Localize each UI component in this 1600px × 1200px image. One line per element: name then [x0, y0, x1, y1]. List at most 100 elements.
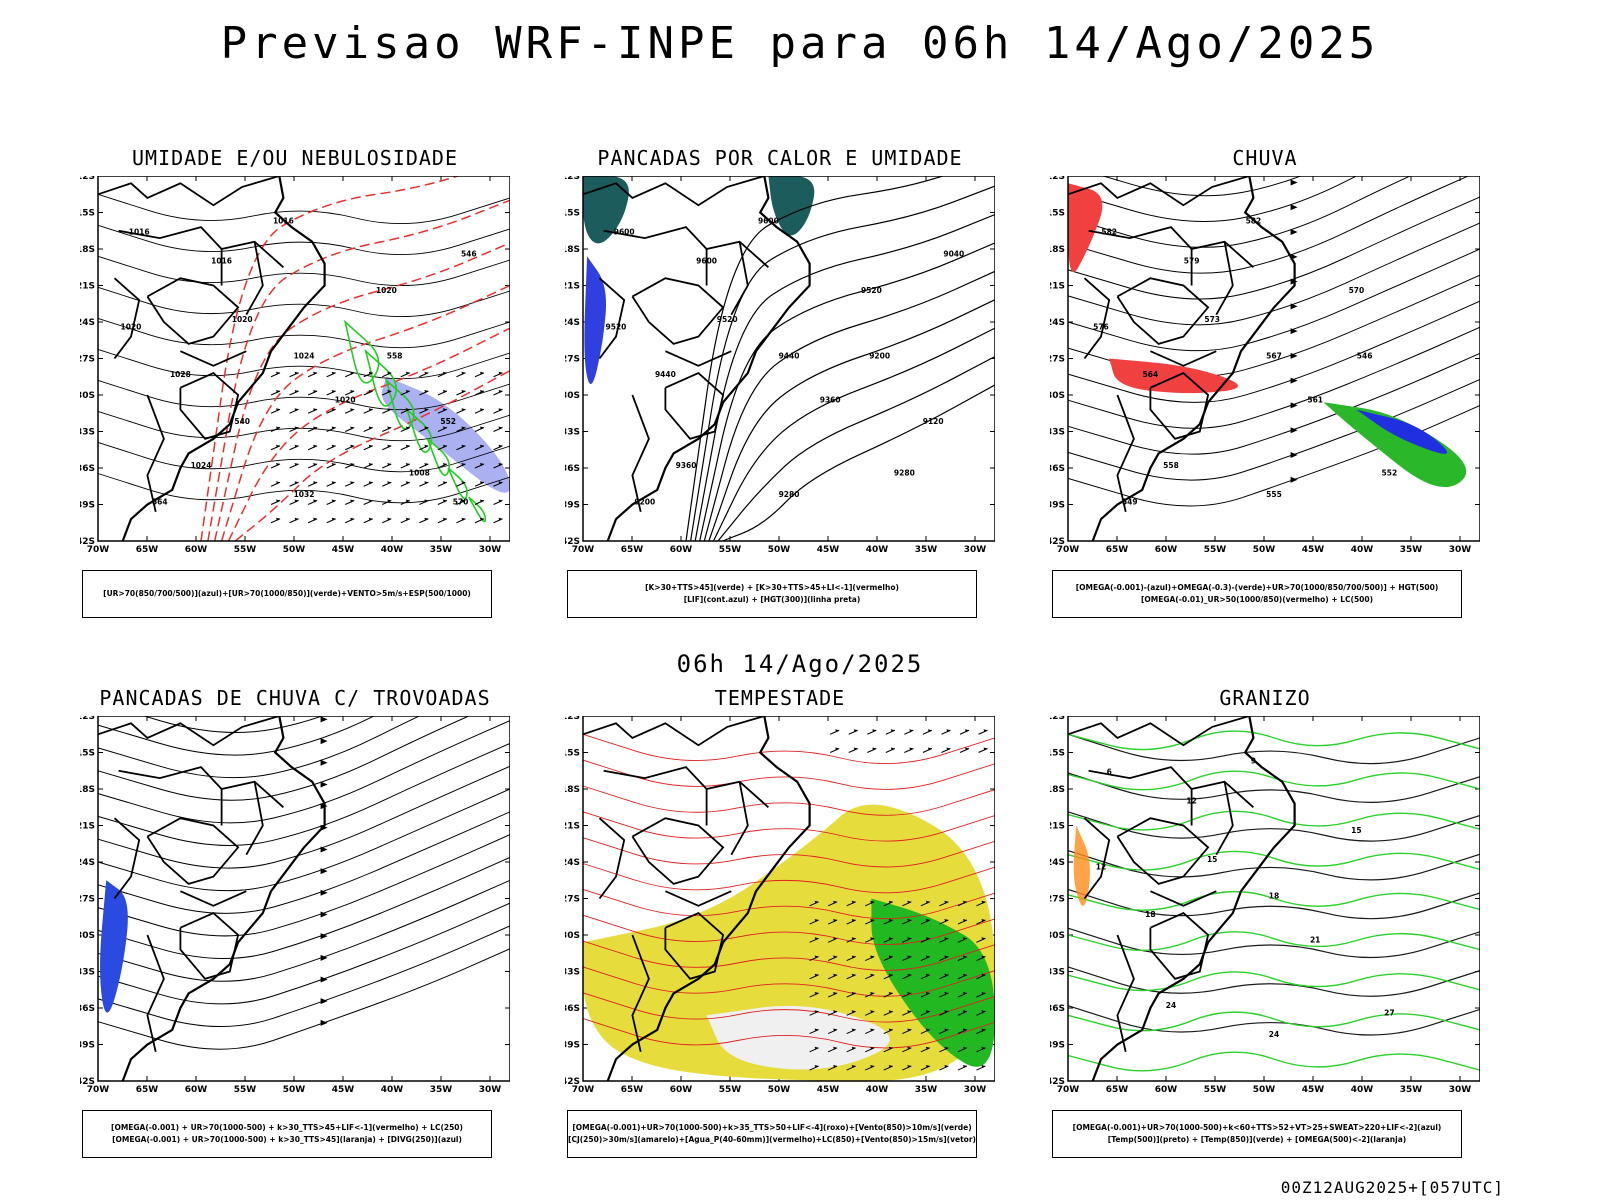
- contour-label: 582: [1246, 216, 1262, 225]
- wind-vector-head: [833, 1028, 838, 1032]
- contour-label: 9120: [923, 417, 944, 426]
- divergence-area-blue: [100, 880, 128, 1013]
- lat-label: 39S: [80, 1041, 95, 1051]
- wind-vector-head: [461, 390, 466, 393]
- state-border: [146, 394, 165, 512]
- contour-label: 9280: [894, 468, 915, 477]
- wind-vector-head: [276, 517, 281, 521]
- lat-label: 39S: [565, 1041, 580, 1051]
- wind-vector-head: [479, 517, 484, 521]
- contour-line: [97, 317, 510, 349]
- wind-vector-head: [944, 1010, 949, 1014]
- lon-label: 50W: [283, 545, 306, 555]
- wind-vector-head: [331, 444, 336, 448]
- lat-label: 24S: [80, 858, 95, 868]
- wind-vector-head: [387, 371, 392, 375]
- contour-label: 1020: [232, 315, 253, 324]
- contour-line: [685, 176, 945, 542]
- wind-vector-head: [461, 371, 466, 375]
- wind-vector-head: [833, 919, 838, 923]
- contour-line: [220, 284, 510, 542]
- contour-line: [1067, 966, 1480, 997]
- wind-vector-head: [925, 1028, 930, 1032]
- lat-label: 33S: [80, 428, 95, 438]
- streamline-arrow: [320, 954, 328, 961]
- contour-label: 9520: [606, 322, 627, 331]
- state-border: [1215, 241, 1234, 316]
- wind-vector-head: [350, 517, 355, 521]
- wind-vector-head: [498, 371, 503, 375]
- contour-label: 9200: [634, 498, 655, 507]
- coastline: [1091, 176, 1296, 542]
- wind-vector-head: [331, 499, 336, 503]
- wind-vector-head: [870, 937, 875, 941]
- state-border: [631, 934, 650, 1052]
- state-border: [1067, 176, 1250, 207]
- contour-label: 546: [1357, 352, 1373, 361]
- wind-vector-head: [405, 499, 410, 503]
- lon-label: 30W: [479, 1085, 502, 1095]
- wind-vector-head: [890, 729, 895, 733]
- contour-line: [699, 242, 995, 542]
- wind-vector-head: [981, 900, 986, 904]
- state-border: [664, 912, 725, 980]
- state-border: [245, 241, 264, 316]
- wind-vector-head: [387, 517, 392, 521]
- map-granizo: 12S 15S 18S 21S 24S 27S 30S 33S 36S 39S 42S70W 65W 6…: [1050, 716, 1480, 1095]
- lat-label: 27S: [1050, 895, 1065, 905]
- lat-label: 21S: [80, 282, 95, 292]
- lat-label: 15S: [80, 209, 95, 219]
- wind-vector-head: [833, 900, 838, 904]
- legend-line: [K>30+TTS>45](verde) + [K>30+TTS>45+LI<-…: [645, 583, 899, 592]
- wind-vector-head: [276, 444, 281, 448]
- streamline: [97, 765, 510, 869]
- contour-label: 9600: [614, 227, 635, 236]
- state-border: [1116, 817, 1210, 885]
- temp850-contour: [1067, 810, 1480, 831]
- coastline: [121, 716, 326, 1082]
- wind-vector-head: [387, 408, 392, 412]
- streamline-arrow: [1290, 204, 1298, 211]
- wind-vector-head: [907, 955, 912, 959]
- temp850-contour: [1067, 1011, 1480, 1032]
- lon-label: 40W: [1351, 545, 1374, 555]
- wind-vector-head: [962, 1046, 967, 1050]
- lon-label: 35W: [915, 545, 938, 555]
- wind-vector-head: [981, 1010, 986, 1014]
- wind-vector-head: [368, 517, 373, 521]
- temp850-contour: [1067, 730, 1480, 751]
- panel-legend: [OMEGA(-0.001)-(azul)+OMEGA(-0.3)-(verde…: [1052, 570, 1462, 618]
- lat-label: 42S: [80, 537, 95, 547]
- lat-label: 36S: [80, 464, 95, 474]
- streamline-arrow: [320, 759, 328, 766]
- subtitle: 06h 14/Ago/2025: [676, 650, 924, 678]
- wind-vector-head: [313, 408, 318, 412]
- state-border: [1150, 890, 1217, 907]
- coastline: [606, 716, 811, 1082]
- temp850-contour: [1067, 931, 1480, 952]
- lon-label: 60W: [1155, 1085, 1178, 1095]
- contour-label: 552: [1382, 468, 1398, 477]
- streamline: [97, 716, 471, 801]
- lon-label: 45W: [1302, 1085, 1325, 1095]
- wind-vector-head: [294, 426, 299, 430]
- contour-line: [1067, 1005, 1480, 1036]
- state-border: [113, 817, 141, 900]
- contour-label: 546: [461, 249, 477, 258]
- wind-vector-head: [498, 390, 503, 393]
- lat-label: 30S: [80, 931, 95, 941]
- streamline: [1067, 222, 1480, 326]
- contour-line: [227, 327, 510, 542]
- contour-label: 9440: [779, 352, 800, 361]
- wind-vector-head: [498, 444, 503, 448]
- wind-vector-head: [962, 919, 967, 923]
- wind-vector-head: [944, 919, 949, 923]
- wind-vector-head: [814, 919, 819, 923]
- lat-label: 42S: [1050, 537, 1065, 547]
- state-border: [1067, 716, 1250, 747]
- wind-vector-head: [424, 444, 429, 448]
- lat-label: 15S: [565, 749, 580, 759]
- wind-vector-head: [833, 1010, 838, 1014]
- contour-label: 9200: [869, 352, 890, 361]
- streamline: [97, 948, 510, 1050]
